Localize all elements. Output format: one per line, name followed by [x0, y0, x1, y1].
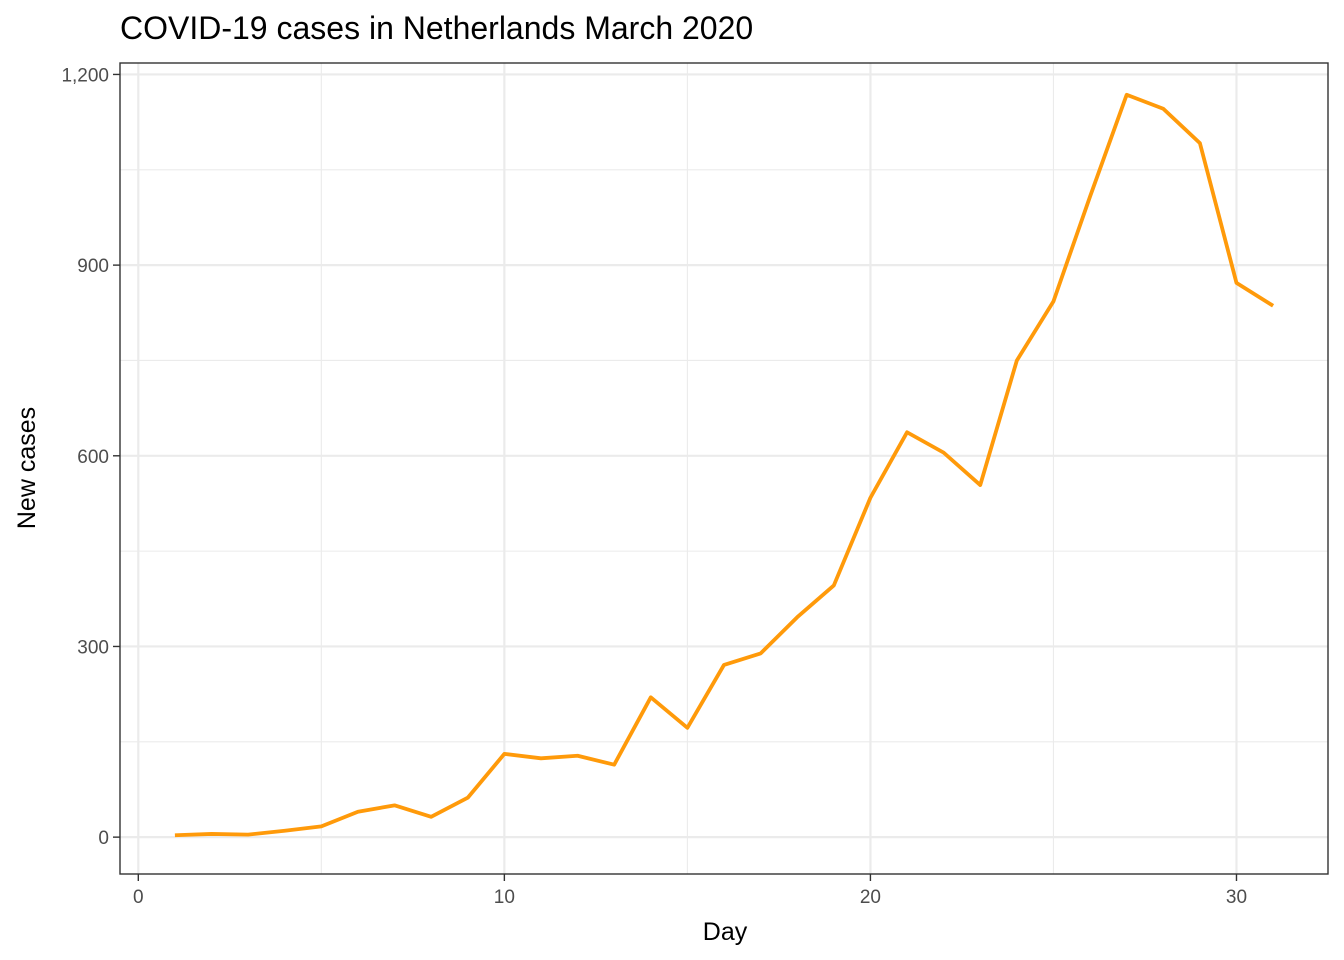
x-tick-label: 0 [133, 887, 144, 908]
x-tick-label: 10 [494, 887, 515, 908]
x-axis-title: Day [703, 918, 748, 946]
y-tick-label: 900 [77, 256, 109, 277]
series-line-new-cases [174, 92, 1275, 838]
y-tick-label: 0 [98, 828, 109, 849]
x-tick-label: 20 [860, 887, 881, 908]
y-tick-label: 600 [77, 447, 109, 468]
x-axis: 0 10 20 30 [133, 874, 1247, 908]
chart-title: COVID-19 cases in Netherlands March 2020 [120, 10, 753, 46]
plot-panel-border [119, 62, 1329, 875]
y-tick-label: 1,200 [61, 65, 109, 86]
minor-gridlines [120, 63, 1328, 874]
x-tick-label: 30 [1226, 887, 1247, 908]
y-axis-title: New cases [13, 407, 41, 529]
major-gridlines [120, 63, 1328, 874]
y-tick-label: 300 [77, 637, 109, 658]
y-axis: 0 300 600 900 1,200 [61, 65, 120, 849]
